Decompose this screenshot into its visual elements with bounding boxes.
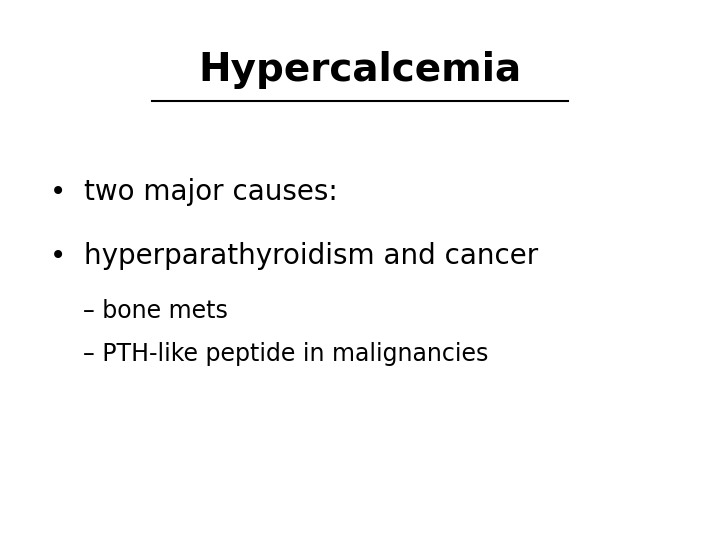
Text: – bone mets: – bone mets bbox=[83, 299, 228, 322]
Text: •  hyperparathyroidism and cancer: • hyperparathyroidism and cancer bbox=[50, 242, 539, 271]
Text: •  two major causes:: • two major causes: bbox=[50, 178, 338, 206]
Text: – PTH-like peptide in malignancies: – PTH-like peptide in malignancies bbox=[83, 342, 488, 366]
Text: Hypercalcemia: Hypercalcemia bbox=[199, 51, 521, 89]
